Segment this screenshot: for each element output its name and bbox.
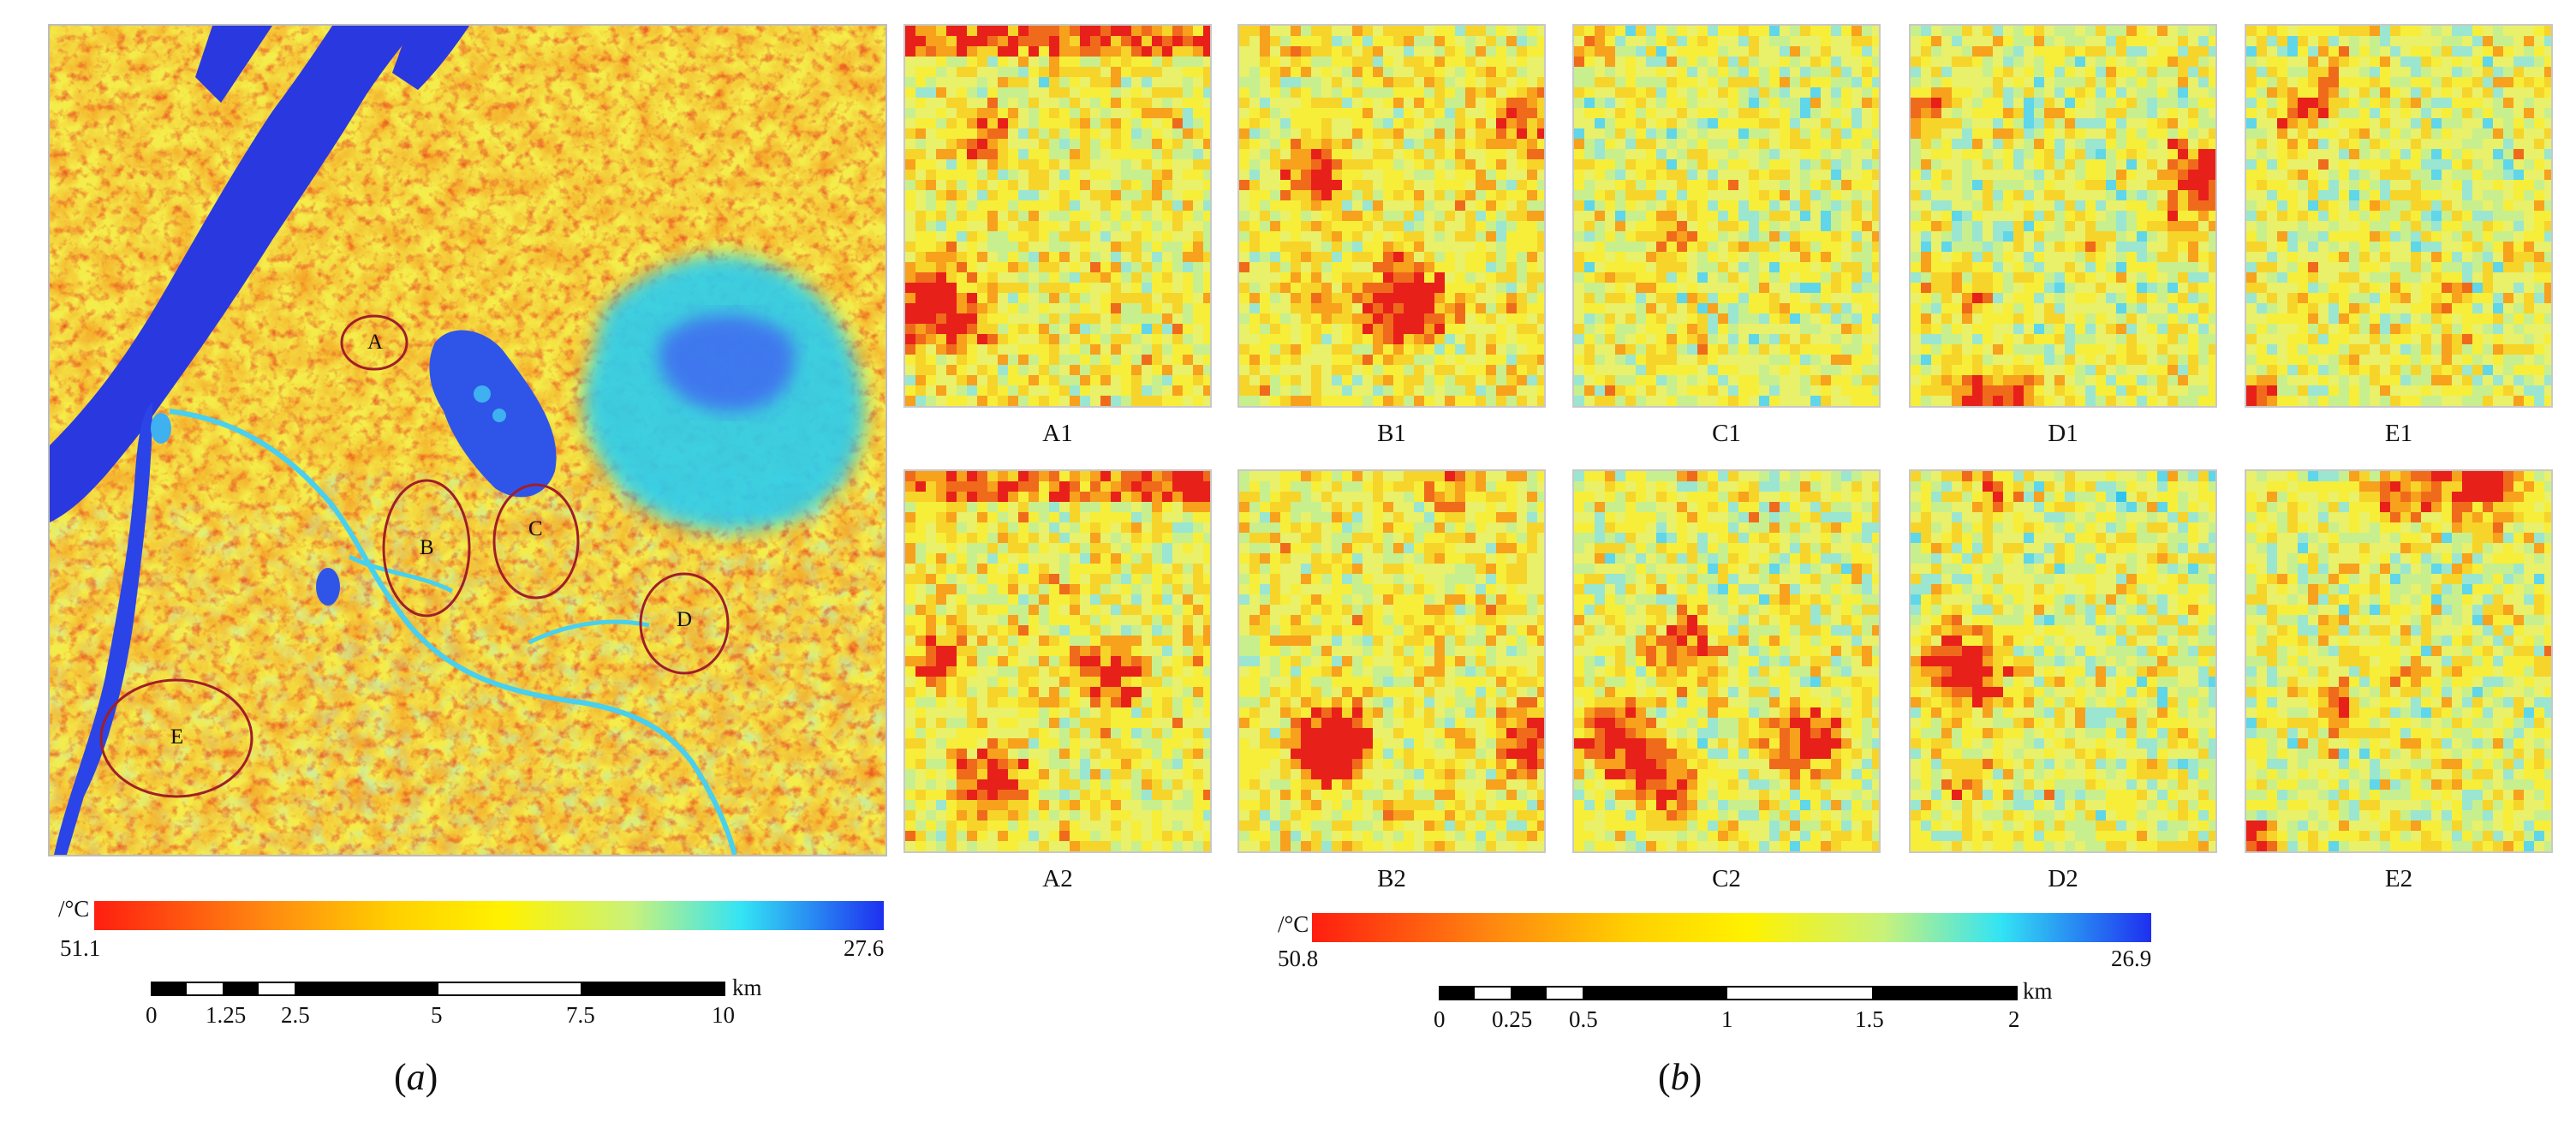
zoom-tile-label-d2: D2	[2048, 865, 2078, 892]
scale-tick-b-3: 1	[1721, 1006, 1733, 1032]
marker-label-a: A	[367, 331, 384, 354]
zoom-tile-c2	[1572, 469, 1881, 853]
colorbar-min-b: 26.9	[2111, 946, 2152, 971]
scale-tick-a-3: 5	[431, 1002, 443, 1028]
scale-bar-b	[1439, 986, 2018, 1000]
marker-ellipse-b	[382, 479, 471, 618]
zoom-tile-label-d1: D1	[2048, 420, 2078, 447]
scale-tick-b-5: 2	[2008, 1006, 2020, 1032]
zoom-tile-c1	[1572, 24, 1881, 408]
zoom-tile-label-e1: E1	[2384, 420, 2413, 447]
zoom-tile-image	[905, 26, 1210, 406]
marker-ellipse-c	[492, 483, 580, 600]
scale-tick-a-0: 0	[146, 1002, 158, 1028]
marker-label-d: D	[677, 608, 693, 631]
panel-caption-b: (b)	[1658, 1056, 1702, 1098]
zoom-tile-image	[2246, 471, 2551, 851]
zoom-tile-a1	[903, 24, 1212, 408]
zoom-tile-d2	[1909, 469, 2217, 853]
zoom-tile-label-b2: B2	[1377, 865, 1406, 892]
colorbar-max-b: 50.8	[1278, 946, 1319, 971]
panel-caption-a: (a)	[394, 1056, 438, 1098]
region-markers	[99, 314, 730, 798]
zoom-tile-image	[1239, 471, 1544, 851]
scale-tick-b-2: 0.5	[1569, 1006, 1598, 1032]
colorbar-unit-a: /°C	[58, 896, 90, 922]
marker-label-c: C	[528, 517, 543, 540]
scale-unit-b: km	[2023, 978, 2053, 1004]
marker-ellipse-d	[639, 572, 730, 675]
zoom-tile-e1	[2245, 24, 2553, 408]
scale-bar-a	[151, 982, 725, 996]
marker-label-b: B	[420, 536, 434, 559]
scale-tick-a-5: 10	[712, 1002, 735, 1028]
lst-map-image	[50, 26, 886, 855]
zoom-tile-image	[1911, 471, 2215, 851]
zoom-tile-image	[1574, 471, 1879, 851]
zoom-tile-a2	[903, 469, 1212, 853]
zoom-tile-e2	[2245, 469, 2553, 853]
zoom-tile-label-a1: A1	[1042, 420, 1073, 447]
colorbar-min-a: 27.6	[844, 935, 885, 961]
zoom-tile-image	[1574, 26, 1879, 406]
zoom-tile-label-e2: E2	[2384, 865, 2413, 892]
zoom-tile-label-b1: B1	[1377, 420, 1406, 447]
colorbar-max-a: 51.1	[60, 935, 101, 961]
study-area-map	[48, 24, 887, 856]
colorbar-a	[94, 901, 884, 930]
scale-tick-b-0: 0	[1434, 1006, 1446, 1032]
zoom-tile-image	[1239, 26, 1544, 406]
zoom-tile-label-c2: C2	[1712, 865, 1741, 892]
marker-ellipse-e	[99, 678, 253, 798]
zoom-tile-b2	[1237, 469, 1546, 853]
scale-tick-a-2: 2.5	[281, 1002, 310, 1028]
zoom-tile-d1	[1909, 24, 2217, 408]
zoom-tile-image	[2246, 26, 2551, 406]
zoom-tile-image	[905, 471, 1210, 851]
zoom-tile-label-c1: C1	[1712, 420, 1741, 447]
colorbar-b	[1312, 913, 2151, 942]
scale-tick-a-1: 1.25	[206, 1002, 247, 1028]
zoom-tile-b1	[1237, 24, 1546, 408]
marker-label-e: E	[170, 725, 184, 749]
scale-tick-b-1: 0.25	[1492, 1006, 1533, 1032]
zoom-tile-image	[1911, 26, 2215, 406]
marker-ellipse-a	[340, 314, 408, 371]
scale-tick-a-4: 7.5	[566, 1002, 595, 1028]
colorbar-unit-b: /°C	[1278, 911, 1309, 937]
zoom-tile-label-a2: A2	[1042, 865, 1073, 892]
scale-tick-b-4: 1.5	[1855, 1006, 1884, 1032]
scale-unit-a: km	[732, 975, 762, 1000]
